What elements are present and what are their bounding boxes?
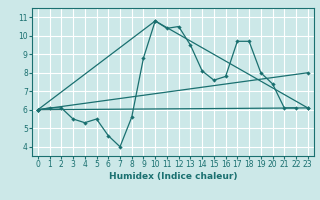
X-axis label: Humidex (Indice chaleur): Humidex (Indice chaleur): [108, 172, 237, 181]
